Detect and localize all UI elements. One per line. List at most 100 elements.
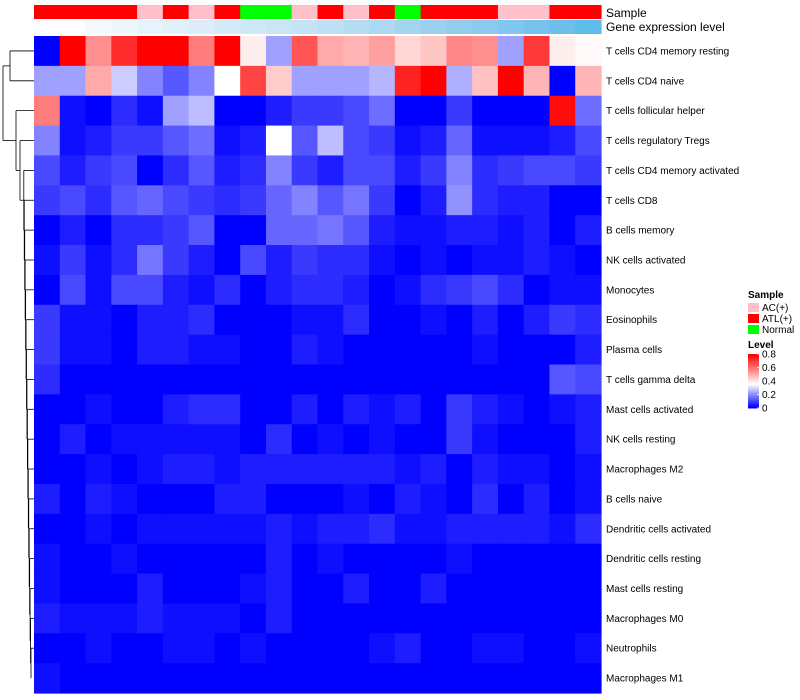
- heatmap-cell: [523, 155, 551, 186]
- heatmap-cell: [523, 633, 551, 664]
- heatmap-cell: [317, 573, 344, 605]
- heatmap-cell: [111, 125, 138, 157]
- row-dendrogram: [2, 50, 34, 679]
- heatmap-cell: [34, 603, 61, 634]
- heatmap-cell: [214, 334, 241, 366]
- heatmap-cell: [111, 513, 138, 545]
- heatmap-cell: [188, 95, 216, 127]
- heatmap-cell: [497, 483, 525, 515]
- heatmap-cell: [291, 65, 319, 97]
- heatmap-cell: [420, 543, 447, 575]
- heatmap-cell: [265, 245, 293, 276]
- heatmap-cell: [162, 95, 190, 127]
- heatmap-cell: [34, 36, 61, 67]
- sample-annotation-cell: [162, 5, 190, 19]
- heatmap-cell: [343, 304, 370, 336]
- heatmap-cell: [85, 364, 112, 395]
- heatmap-cell: [472, 364, 499, 395]
- heatmap-cell: [394, 65, 422, 97]
- legend-gradient-step: [748, 356, 759, 359]
- heatmap-cell: [317, 364, 344, 395]
- heatmap-cell: [497, 633, 525, 664]
- heatmap-cell: [214, 573, 241, 605]
- heatmap-cell: [291, 424, 319, 455]
- legend-gradient-step: [748, 385, 759, 387]
- sample-annotation-cell: [317, 5, 344, 19]
- heatmap-cell: [240, 424, 267, 455]
- row-label: T cells CD4 naive: [606, 76, 685, 87]
- heatmap-cell: [369, 603, 396, 634]
- legend-gradient-step: [748, 358, 759, 360]
- heatmap-cell: [240, 573, 267, 605]
- heatmap-cell: [420, 394, 447, 425]
- heatmap-cell: [575, 155, 602, 186]
- heatmap-cells: [34, 36, 602, 694]
- heatmap-cell: [317, 424, 344, 455]
- heatmap-cell: [85, 334, 112, 366]
- heatmap-cell: [420, 513, 447, 545]
- heatmap-cell: [240, 185, 267, 216]
- heatmap-cell: [291, 573, 319, 605]
- heatmap-cell: [214, 663, 241, 694]
- heatmap-cell: [111, 663, 138, 694]
- heatmap-cell: [472, 394, 499, 425]
- heatmap-cell: [523, 543, 551, 575]
- heatmap-cell: [523, 215, 551, 246]
- heatmap-cell: [343, 364, 370, 395]
- heatmap-cell: [188, 603, 216, 634]
- heatmap-cell: [446, 245, 473, 276]
- heatmap-cell: [111, 394, 138, 425]
- heatmap-cell: [317, 155, 344, 186]
- heatmap-cell: [369, 394, 396, 425]
- heatmap-cell: [111, 95, 138, 127]
- heatmap-cell: [472, 424, 499, 455]
- heatmap-cell: [343, 185, 370, 216]
- heatmap-cell: [214, 454, 241, 485]
- legend-gradient-step: [748, 367, 759, 370]
- heatmap-cell: [291, 95, 319, 127]
- heatmap-cell: [240, 454, 267, 485]
- row-label: T cells CD4 memory resting: [606, 46, 729, 57]
- heatmap-cell: [420, 65, 447, 97]
- heatmap-cell: [265, 36, 293, 67]
- heatmap-cell: [34, 274, 61, 306]
- heatmap-cell: [59, 185, 87, 216]
- heatmap-cell: [549, 304, 576, 336]
- heatmap-cell: [111, 633, 138, 664]
- gene-expression-annotation-label: Gene expression level: [606, 20, 725, 34]
- legend-sample-entries: AC(+)ATL(+)Normal: [748, 303, 794, 336]
- heatmap-cell: [111, 454, 138, 485]
- heatmap-cell: [265, 215, 293, 246]
- heatmap-cell: [343, 155, 370, 186]
- heatmap-cell: [265, 274, 293, 306]
- heatmap-cell: [472, 185, 499, 216]
- heatmap-cell: [343, 394, 370, 425]
- heatmap-cell: [162, 304, 190, 336]
- heatmap-cell: [188, 125, 216, 157]
- legend-gradient-step: [748, 394, 759, 397]
- heatmap-cell: [137, 483, 164, 515]
- heatmap-cell: [472, 245, 499, 276]
- heatmap-cell: [497, 513, 525, 545]
- legend-tick-label: 0.4: [762, 377, 776, 388]
- heatmap-cell: [575, 304, 602, 336]
- row-label: Dendritic cells activated: [606, 524, 711, 535]
- heatmap-cell: [265, 573, 293, 605]
- heatmap-cell: [162, 245, 190, 276]
- heatmap-cell: [111, 483, 138, 515]
- heatmap-cell: [240, 155, 267, 186]
- heatmap-cell: [420, 215, 447, 246]
- heatmap-cell: [446, 513, 473, 545]
- heatmap-cell: [369, 364, 396, 395]
- heatmap-cell: [34, 245, 61, 276]
- heatmap-cell: [59, 573, 87, 605]
- heatmap-cell: [343, 334, 370, 366]
- heatmap-cell: [472, 483, 499, 515]
- heatmap-cell: [549, 185, 576, 216]
- legend-gradient-step: [748, 399, 759, 402]
- heatmap-cell: [394, 185, 422, 216]
- heatmap-cell: [162, 633, 190, 664]
- heatmap-cell: [188, 633, 216, 664]
- legend-gradient-step: [748, 366, 759, 368]
- heatmap-cell: [446, 274, 473, 306]
